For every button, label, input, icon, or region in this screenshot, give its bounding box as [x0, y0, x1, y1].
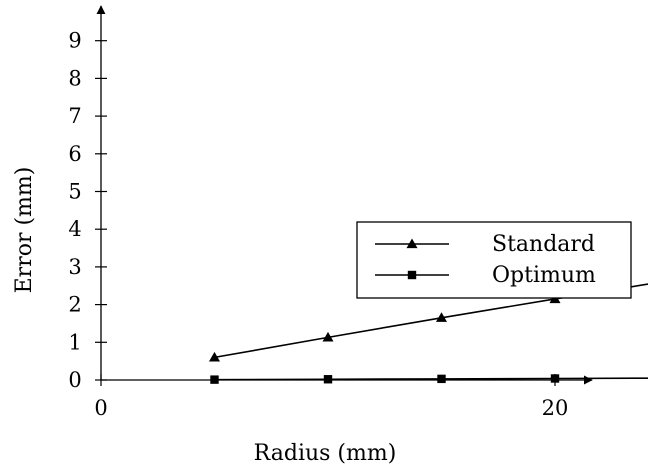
x-tick-label: 0	[94, 396, 107, 420]
legend-label: Standard	[492, 232, 595, 257]
y-axis-label: Error (mm)	[12, 167, 37, 294]
x-axis-ticks: 020406080100120	[94, 374, 569, 420]
legend-marker-standard	[406, 238, 418, 249]
data-point-optimum	[437, 374, 446, 384]
data-point-standard	[209, 351, 220, 362]
axes	[96, 5, 593, 385]
legend-entry: Standard	[375, 232, 595, 257]
y-tick-label: 6	[68, 142, 81, 166]
y-tick-label: 3	[68, 255, 81, 279]
series-standard	[209, 283, 648, 362]
data-point-standard	[322, 331, 334, 342]
y-tick-label: 9	[68, 29, 81, 53]
legend-box	[356, 221, 632, 299]
series-line-standard	[214, 283, 648, 359]
y-tick-label: 8	[68, 66, 81, 90]
data-point-standard	[436, 312, 447, 322]
legend-entry: Optimum	[375, 263, 596, 288]
y-tick-label: 4	[68, 217, 81, 241]
y-tick-label: 1	[68, 330, 81, 354]
y-axis-ticks: 0 1 2 3 4 5 6 7 8 9	[68, 29, 107, 392]
data-point-optimum	[323, 375, 333, 384]
x-axis-label: Radius (mm)	[254, 441, 397, 466]
legend-label: Optimum	[492, 263, 596, 288]
x-tick-label: 20	[542, 396, 569, 420]
data-point-optimum	[550, 374, 560, 383]
data-point-optimum	[210, 375, 219, 384]
legend-marker-optimum	[407, 270, 417, 280]
series-layer	[209, 283, 648, 384]
series-optimum	[210, 374, 648, 384]
y-tick-label: 5	[68, 180, 81, 204]
y-tick-label: 2	[68, 293, 81, 317]
series-line-optimum	[214, 377, 648, 381]
y-tick-label: 0	[68, 368, 81, 392]
y-tick-label: 7	[68, 104, 81, 128]
legend: Standard Optimum	[356, 221, 632, 299]
